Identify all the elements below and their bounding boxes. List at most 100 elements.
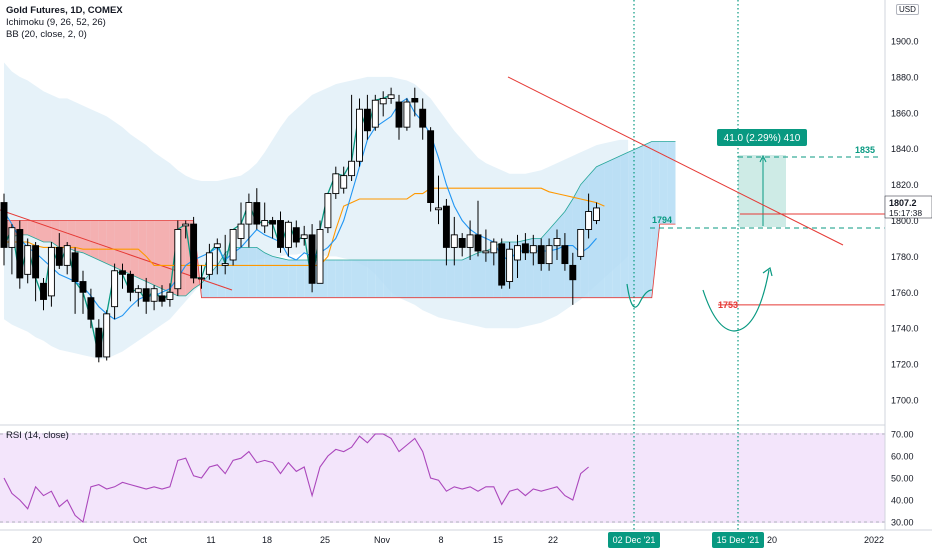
reversal-arrow [702, 269, 770, 332]
candle-body [395, 101, 403, 128]
ichimoku-cloud-segment [288, 259, 297, 298]
last-price-label: 1807.2 [889, 198, 917, 208]
measure-label: 41.0 (2.29%) 410 [724, 133, 801, 144]
candle-body [269, 220, 277, 225]
senkou-span-b-line [4, 220, 676, 299]
candle-body [593, 207, 600, 221]
candle-body [324, 193, 332, 229]
candle-body [198, 277, 205, 280]
target-label: 1835 [855, 145, 875, 155]
chart-title[interactable]: Gold Futures, 1D, COMEX [6, 5, 123, 16]
ichimoku-cloud-segment [485, 247, 494, 298]
candle-body [537, 245, 545, 265]
ichimoku-cloud-segment [90, 220, 99, 260]
downtrend-line [507, 76, 844, 246]
candle-body [411, 97, 419, 103]
price-tick-label: 1860.0 [891, 108, 919, 118]
candle-body [63, 245, 71, 266]
date-marker-badge [712, 532, 764, 548]
ichimoku-legend[interactable]: Ichimoku (9, 26, 52, 26) [6, 17, 106, 28]
ichimoku-cloud-segment [27, 220, 36, 239]
ichimoku-cloud-segment [596, 163, 605, 298]
price-tick-label: 1740.0 [891, 324, 919, 334]
ichimoku-cloud-segment [478, 251, 486, 298]
ichimoku-cloud-segment [375, 259, 384, 298]
ichimoku-cloud-segment [264, 252, 273, 298]
candle-body [387, 94, 395, 99]
ichimoku-cloud-segment [67, 220, 76, 252]
rsi-legend[interactable]: RSI (14, close) [6, 430, 69, 441]
ichimoku-cloud-segment [643, 141, 652, 298]
ichimoku-cloud-segment [557, 211, 565, 298]
candle-body [150, 288, 158, 302]
candle-body [585, 211, 593, 230]
reversal-arrow [626, 283, 653, 308]
last-price-badge [884, 195, 932, 219]
candle-body [435, 207, 442, 211]
candle-body [316, 229, 324, 284]
currency-badge[interactable]: USD [896, 4, 919, 15]
candle-body [158, 295, 166, 302]
ichimoku-cloud-segment [114, 220, 123, 271]
ichimoku-cloud-segment [327, 259, 336, 298]
candle-body [363, 108, 371, 132]
ichimoku-cloud-segment [43, 220, 52, 243]
candle-body [332, 173, 340, 195]
candle-body [205, 252, 213, 275]
ichimoku-cloud-segment [580, 175, 589, 298]
measure-label-box [717, 129, 807, 146]
candle-body [134, 288, 142, 293]
candle-body [300, 234, 308, 239]
ichimoku-cloud-segment [146, 220, 155, 286]
candle-body [284, 221, 292, 248]
ichimoku-cloud-segment [454, 259, 463, 298]
ichimoku-cloud-segment [367, 259, 376, 298]
price-tick-label: 1780.0 [891, 252, 919, 262]
ichimoku-cloud-segment [414, 259, 423, 298]
price-tick-label: 1700.0 [891, 396, 919, 406]
price-tick-label: 1720.0 [891, 360, 919, 370]
rsi-tick-label: 60.00 [891, 452, 914, 462]
ichimoku-cloud-segment [201, 274, 210, 298]
candle-body [221, 263, 229, 266]
bollinger-legend[interactable]: BB (20, close, 2, 0) [6, 29, 87, 40]
ichimoku-cloud-segment [667, 141, 676, 225]
ichimoku-cloud-segment [335, 259, 344, 298]
ichimoku-cloud-segment [659, 141, 668, 225]
ichimoku-cloud-segment [280, 258, 289, 298]
ichimoku-cloud-segment [628, 148, 636, 298]
candle-body [569, 264, 577, 281]
candle-body [174, 229, 182, 290]
candle-body [379, 97, 387, 105]
ichimoku-cloud-segment [343, 259, 352, 298]
time-tick-label: 11 [206, 535, 215, 545]
candle-body [229, 229, 237, 261]
price-tick-label: 1800.0 [891, 216, 919, 226]
candle-body [577, 229, 585, 257]
ichimoku-cloud-segment [154, 220, 162, 289]
candle-body [261, 220, 269, 227]
bollinger-band-area [4, 62, 629, 359]
time-tick-label: 22 [548, 535, 558, 545]
candle-body [47, 246, 55, 297]
rsi-line [3, 433, 589, 524]
candle-body [292, 227, 300, 243]
resistance-label: 1794 [652, 215, 672, 225]
candle-body [371, 99, 379, 128]
price-tick-label: 1760.0 [891, 288, 919, 298]
measure-box [738, 155, 786, 227]
candle-body [474, 234, 482, 252]
rsi-tick-label: 30.00 [891, 518, 914, 528]
candle-body [103, 313, 111, 358]
reversal-arrow-head [762, 266, 773, 277]
candle-body [340, 175, 348, 189]
time-tick-label: 2022 [864, 535, 884, 545]
candle-body [87, 297, 95, 320]
ichimoku-cloud-segment [462, 256, 471, 298]
candle-body [111, 270, 119, 308]
rsi-tick-label: 50.00 [891, 474, 914, 484]
candle-body [182, 223, 190, 227]
candle-body [521, 243, 529, 254]
ichimoku-cloud-segment [122, 220, 131, 275]
